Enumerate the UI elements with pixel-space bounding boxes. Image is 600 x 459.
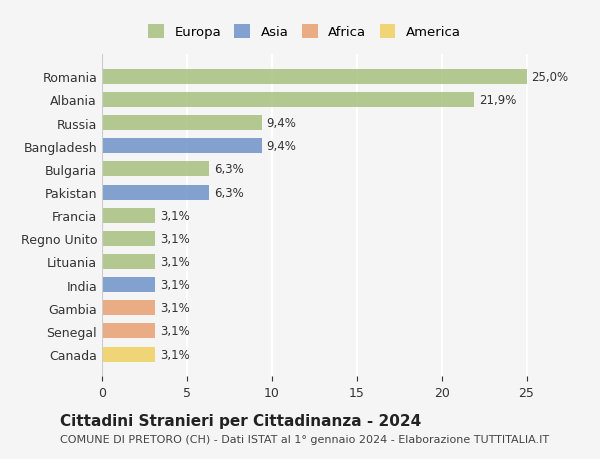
Text: 3,1%: 3,1% <box>160 209 190 222</box>
Text: 3,1%: 3,1% <box>160 279 190 291</box>
Text: 6,3%: 6,3% <box>214 186 244 199</box>
Text: Cittadini Stranieri per Cittadinanza - 2024: Cittadini Stranieri per Cittadinanza - 2… <box>60 413 421 428</box>
Bar <box>102 70 527 85</box>
Text: COMUNE DI PRETORO (CH) - Dati ISTAT al 1° gennaio 2024 - Elaborazione TUTTITALIA: COMUNE DI PRETORO (CH) - Dati ISTAT al 1… <box>60 434 549 444</box>
Text: 9,4%: 9,4% <box>267 140 296 153</box>
Text: 25,0%: 25,0% <box>532 71 569 84</box>
Legend: Europa, Asia, Africa, America: Europa, Asia, Africa, America <box>143 20 466 45</box>
Text: 21,9%: 21,9% <box>479 94 517 107</box>
Bar <box>102 185 209 200</box>
Bar <box>102 254 155 269</box>
Bar <box>102 301 155 316</box>
Bar <box>102 93 474 108</box>
Bar <box>102 231 155 246</box>
Bar <box>102 162 209 177</box>
Text: 3,1%: 3,1% <box>160 302 190 314</box>
Bar <box>102 208 155 223</box>
Bar <box>102 116 262 131</box>
Text: 9,4%: 9,4% <box>267 117 296 130</box>
Text: 3,1%: 3,1% <box>160 348 190 361</box>
Bar <box>102 139 262 154</box>
Bar <box>102 347 155 362</box>
Bar <box>102 278 155 292</box>
Text: 3,1%: 3,1% <box>160 232 190 245</box>
Text: 3,1%: 3,1% <box>160 255 190 269</box>
Text: 6,3%: 6,3% <box>214 163 244 176</box>
Text: 3,1%: 3,1% <box>160 325 190 338</box>
Bar <box>102 324 155 339</box>
